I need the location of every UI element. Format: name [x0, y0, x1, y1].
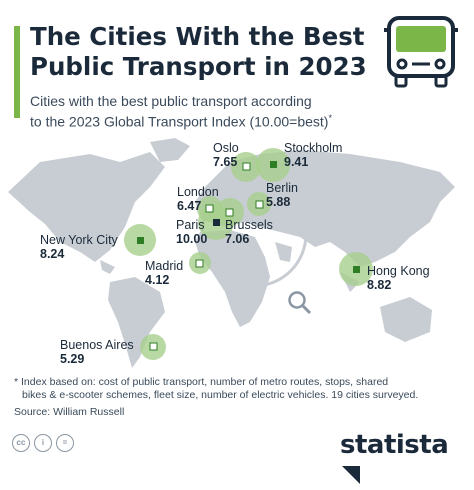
- marker-madrid: [195, 259, 204, 268]
- city-value: 5.29: [60, 352, 85, 366]
- title-accent-bar: [14, 26, 20, 118]
- footnote: * Index based on: cost of public transpo…: [14, 376, 464, 402]
- label-buenos-aires: Buenos Aires 5.29: [60, 338, 134, 366]
- city-value: 8.82: [367, 278, 392, 292]
- cc-icon[interactable]: cc: [12, 434, 30, 452]
- city-value: 5.88: [266, 195, 291, 209]
- city-name: Stockholm: [284, 141, 343, 155]
- label-hong-kong: Hong Kong 8.82: [367, 264, 430, 292]
- city-value: 4.12: [145, 273, 170, 287]
- page-title: The Cities With the Best Public Transpor…: [30, 22, 370, 82]
- logo-mark-icon: [342, 466, 360, 484]
- label-new-york: New York City 8.24: [40, 233, 118, 261]
- city-name: Oslo: [213, 141, 239, 155]
- city-value: 7.65: [213, 155, 238, 169]
- city-name: Buenos Aires: [60, 338, 134, 352]
- label-london: London 6.47: [177, 185, 219, 213]
- marker-stockholm: [270, 161, 277, 168]
- world-map: [8, 138, 455, 368]
- source-text: Source: William Russell: [14, 406, 125, 418]
- attribution-icon[interactable]: i: [34, 434, 52, 452]
- logo-text: statista: [340, 430, 449, 460]
- city-value: 9.41: [284, 155, 309, 169]
- no-derivatives-icon[interactable]: =: [56, 434, 74, 452]
- city-name: Brussels: [225, 218, 273, 232]
- city-name: Paris: [176, 218, 205, 232]
- marker-paris: [213, 219, 220, 226]
- city-value: 6.47: [177, 199, 202, 213]
- city-value: 10.00: [176, 232, 208, 246]
- europe-zoom-circle: [200, 180, 308, 288]
- marker-hong-kong: [353, 266, 360, 273]
- magnifier-icon: [288, 291, 312, 315]
- bus-icon: [384, 16, 458, 88]
- city-name: Berlin: [266, 181, 298, 195]
- footnote-line-2: bikes & e-scooter schemes, fleet size, n…: [22, 389, 419, 401]
- subtitle-line-1: Cities with the best public transport ac…: [30, 93, 312, 109]
- city-name: Hong Kong: [367, 264, 430, 278]
- label-madrid: Madrid 4.12: [145, 259, 183, 287]
- label-oslo: Oslo 7.65: [213, 141, 239, 169]
- marker-new-york: [137, 237, 144, 244]
- marker-london: [205, 204, 214, 213]
- label-paris: Paris 10.00: [176, 218, 207, 246]
- city-value: 8.24: [40, 247, 65, 261]
- city-value: 7.06: [225, 232, 250, 246]
- subtitle: Cities with the best public transport ac…: [30, 93, 400, 131]
- license-icons: cc i =: [12, 434, 74, 452]
- city-name: London: [177, 185, 219, 199]
- marker-oslo: [242, 162, 251, 171]
- subtitle-line-2: to the 2023 Global Transport Index (10.0…: [30, 113, 329, 130]
- title-line-1: The Cities With the Best: [30, 22, 365, 51]
- statista-logo[interactable]: statista: [340, 430, 474, 490]
- marker-brussels: [225, 208, 234, 217]
- city-markers: [137, 161, 360, 351]
- marker-buenos-aires: [149, 342, 158, 351]
- label-stockholm: Stockholm 9.41: [284, 141, 342, 169]
- title-line-2: Public Transport in 2023: [30, 52, 367, 81]
- label-berlin: Berlin 5.88: [266, 181, 298, 209]
- marker-berlin: [255, 200, 264, 209]
- label-brussels: Brussels 7.06: [225, 218, 273, 246]
- city-name: New York City: [40, 233, 118, 247]
- subtitle-marker: *: [328, 113, 332, 123]
- footnote-line-1: * Index based on: cost of public transpo…: [14, 376, 389, 388]
- city-name: Madrid: [145, 259, 184, 273]
